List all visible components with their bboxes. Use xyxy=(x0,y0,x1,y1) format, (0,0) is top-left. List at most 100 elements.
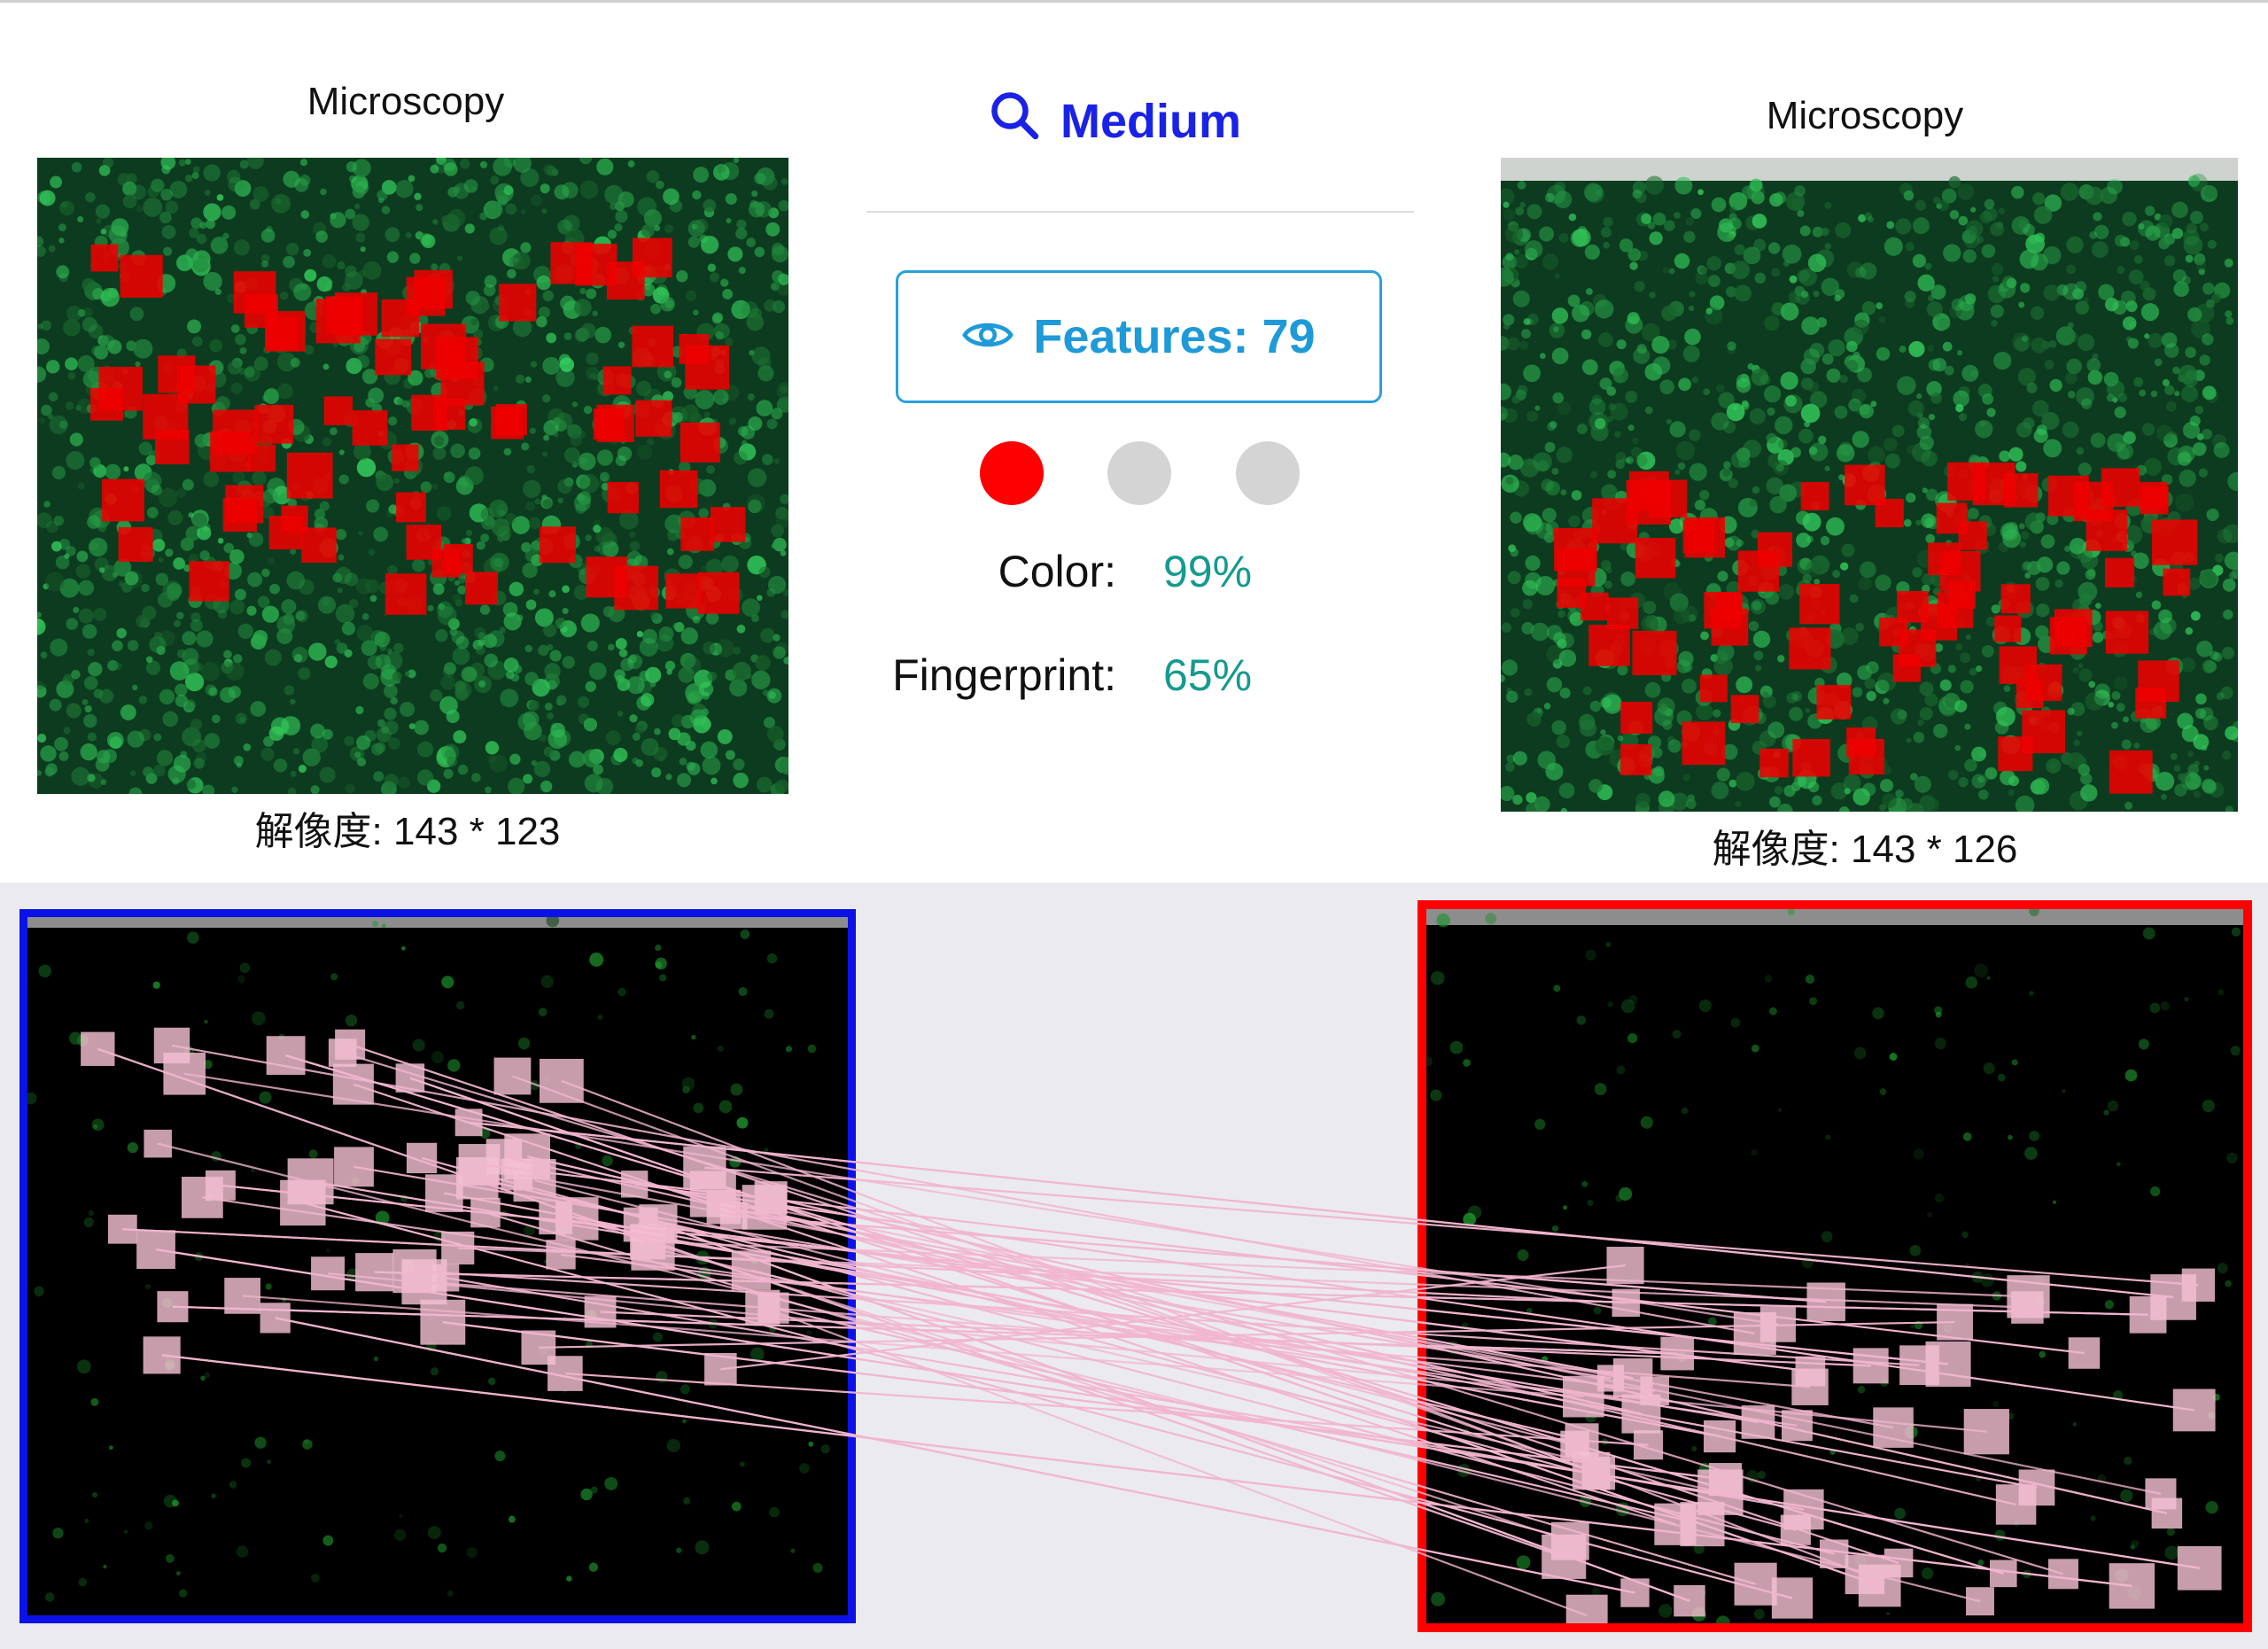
feature-marker xyxy=(1958,521,1987,550)
feature-marker xyxy=(286,452,333,499)
left-match-frame xyxy=(19,909,856,1623)
feature-marker xyxy=(1998,736,2033,772)
keypoint-marker xyxy=(1781,1410,1813,1442)
search-icon xyxy=(988,89,1041,153)
keypoint-marker xyxy=(401,1259,447,1305)
keypoint-marker xyxy=(1963,1409,2009,1455)
feature-marker xyxy=(1845,464,1885,506)
keypoint-marker xyxy=(555,1197,599,1241)
keypoint-marker xyxy=(287,1158,334,1205)
keypoint-marker xyxy=(2181,1268,2216,1302)
feature-marker xyxy=(495,404,527,436)
keypoint-marker xyxy=(584,1295,617,1328)
keypoint-marker xyxy=(395,1063,425,1093)
feature-marker xyxy=(98,366,143,411)
feature-marker xyxy=(1682,520,1716,554)
left-microscopy-image[interactable] xyxy=(37,158,788,794)
feature-marker xyxy=(189,561,229,602)
keypoint-marker xyxy=(706,1189,742,1225)
keypoint-marker xyxy=(1858,1564,1901,1607)
feature-marker xyxy=(254,404,294,444)
feature-marker xyxy=(1928,542,1961,576)
keypoint-marker xyxy=(2109,1563,2155,1609)
keypoint-marker xyxy=(2177,1545,2222,1591)
feature-marker xyxy=(596,404,634,442)
keypoint-marker xyxy=(1741,1405,1775,1439)
keypoint-marker xyxy=(1806,1282,1845,1321)
feature-marker xyxy=(381,299,420,338)
feature-marker xyxy=(2139,481,2168,510)
right-microscopy-image[interactable] xyxy=(1501,158,2238,812)
feature-marker xyxy=(2152,519,2198,565)
keypoint-marker xyxy=(2172,1388,2216,1432)
keypoint-marker xyxy=(1634,1430,1664,1460)
feature-marker xyxy=(2135,687,2167,719)
keypoint-marker xyxy=(1820,1539,1849,1568)
top-divider xyxy=(0,0,2268,3)
keypoint-marker xyxy=(1620,1578,1650,1607)
feature-marker xyxy=(436,337,478,380)
keypoint-marker xyxy=(1734,1562,1777,1606)
keypoint-marker xyxy=(425,1174,463,1212)
feature-marker xyxy=(607,481,639,514)
indicator-dot-2[interactable] xyxy=(1107,441,1171,505)
keypoint-marker xyxy=(144,1129,172,1158)
right-resolution-label: 解像度: 143 * 126 xyxy=(1712,828,2018,871)
feature-marker xyxy=(1737,550,1780,592)
keypoint-marker xyxy=(332,1063,374,1105)
keypoint-marker xyxy=(1606,1247,1644,1285)
left-resolution-label: 解像度: 143 * 123 xyxy=(254,810,561,853)
feature-marker xyxy=(1699,674,1728,703)
feature-marker xyxy=(158,355,196,393)
keypoint-marker xyxy=(334,1147,374,1187)
keypoint-marker xyxy=(1640,1376,1670,1405)
feature-marker xyxy=(1947,462,1986,502)
keypoint-marker xyxy=(731,1250,772,1290)
keypoint-marker xyxy=(1565,1594,1608,1623)
feature-marker xyxy=(120,254,163,298)
indicator-dot-3[interactable] xyxy=(1236,441,1300,505)
keypoint-marker xyxy=(143,1336,181,1374)
feature-marker xyxy=(1649,479,1688,518)
feature-marker xyxy=(213,409,258,455)
feature-marker xyxy=(1792,739,1830,777)
eye-icon xyxy=(962,309,1014,364)
keypoint-marker xyxy=(454,1108,483,1137)
feature-marker xyxy=(2163,568,2191,596)
keypoint-marker xyxy=(224,1278,260,1314)
feature-marker xyxy=(2003,473,2039,508)
keypoint-marker xyxy=(2151,1497,2183,1529)
feature-marker xyxy=(301,527,337,564)
keypoint-marker xyxy=(1780,1514,1811,1545)
feature-marker xyxy=(1632,630,1677,675)
feature-marker xyxy=(679,334,710,364)
keypoint-marker xyxy=(136,1230,175,1270)
feature-marker xyxy=(539,526,576,564)
keypoint-marker xyxy=(2047,1559,2078,1590)
fingerprint-metric-value: 65% xyxy=(1163,650,1253,700)
feature-marker xyxy=(1999,646,2038,684)
keypoint-marker xyxy=(355,1253,394,1292)
feature-marker xyxy=(2105,611,2149,654)
keypoint-marker xyxy=(548,1356,583,1391)
keypoint-marker xyxy=(260,1303,291,1334)
feature-marker xyxy=(143,393,189,439)
keypoint-marker xyxy=(1771,1577,1814,1619)
feature-marker xyxy=(1937,592,1974,628)
feature-marker xyxy=(1635,538,1676,579)
feature-marker xyxy=(2109,750,2153,794)
feature-marker xyxy=(635,400,672,437)
keypoint-marker xyxy=(266,1036,306,1076)
feature-marker xyxy=(443,543,473,574)
keypoint-marker xyxy=(157,1291,189,1323)
keypoint-marker xyxy=(406,1142,438,1174)
feature-marker xyxy=(1682,721,1726,766)
features-button[interactable]: Features: 79 xyxy=(896,270,1382,403)
feature-marker xyxy=(90,244,119,272)
keypoint-marker xyxy=(182,1177,223,1218)
indicator-dot-1[interactable] xyxy=(980,441,1044,505)
keypoint-marker xyxy=(1612,1288,1640,1318)
feature-marker xyxy=(680,422,720,463)
keypoint-marker xyxy=(470,1197,501,1228)
feature-marker xyxy=(392,444,419,471)
